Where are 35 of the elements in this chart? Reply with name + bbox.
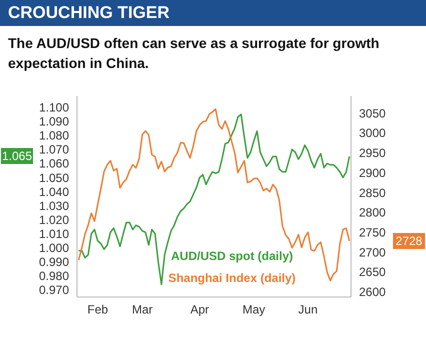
y-tick-label: 1.100 [38,100,70,115]
y-tick-label: 1.020 [38,212,70,227]
y-tick-label: 1.030 [38,198,70,213]
y-tick-label: 1.010 [38,227,70,242]
y2-tick-label: 3000 [359,126,386,140]
y-tick-label: 1.070 [38,142,70,157]
y2-tick-label: 2850 [359,186,386,200]
x-tick-label: Jun [298,302,318,317]
y-tick-label: 0.970 [38,283,70,298]
y-tick-label: 1.090 [38,114,70,129]
y-tick-label: 1.050 [38,170,70,185]
y-tick-label: 1.040 [38,184,70,199]
x-tick-label: Apr [190,302,210,317]
y2-tick-label: 2750 [359,226,386,240]
y-tick-label: 1.000 [38,241,70,256]
x-tick-label: Mar [132,302,153,317]
y2-tick-label: 2800 [359,206,386,220]
chart-title: CROUCHING TIGER [8,3,170,23]
y2-tick-label: 2700 [359,245,386,260]
y2-tick-label: 2600 [359,285,386,300]
series-label: Shanghai Index (daily) [167,270,297,287]
text: 1.065 [1,148,33,164]
y2-tick-label: 2650 [359,265,386,280]
y2-tick-label: 2900 [359,166,386,180]
y-tick-label: 1.060 [38,156,70,171]
series-label: AUD/USD spot (daily) [170,248,294,265]
chart-subtitle: The AUD/USD often can serve as a surrogate for growth expectation in China. [8,34,380,73]
y-tick-label: 1.080 [38,128,70,143]
y2-tick-label: 2950 [359,146,386,160]
y-tick-label: 0.980 [38,269,70,284]
y2-tick-label: 3050 [359,106,386,120]
y-tick-label: 0.990 [38,255,70,270]
x-tick-label: Feb [87,302,108,317]
x-tick-label: May [242,302,266,317]
text: 2728 [393,232,425,249]
